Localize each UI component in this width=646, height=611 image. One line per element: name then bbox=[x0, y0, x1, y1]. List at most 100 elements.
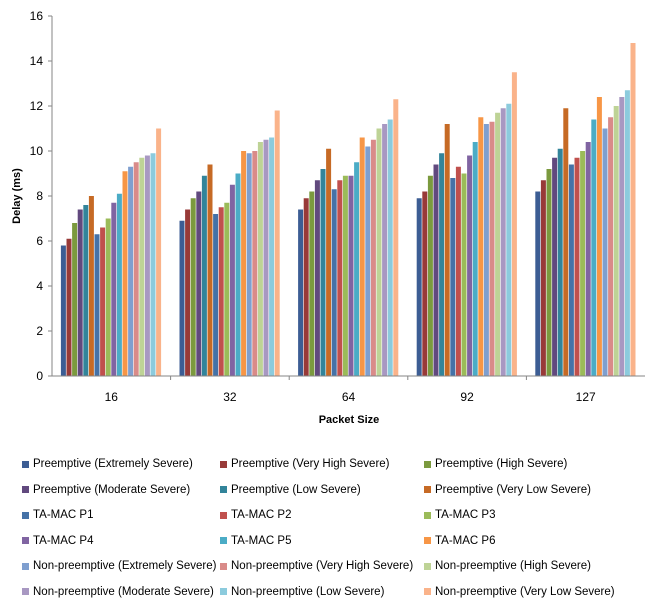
bar bbox=[348, 175, 354, 376]
bar bbox=[213, 214, 219, 376]
legend-swatch bbox=[424, 511, 431, 519]
chart: 0 2 4 6 8 10 12 14 16 16 32 64 92 127 Packet Size De… bbox=[11, 9, 645, 426]
bar bbox=[511, 72, 517, 376]
x-tick-label: 16 bbox=[105, 390, 119, 404]
bar bbox=[309, 191, 315, 376]
bar bbox=[382, 124, 388, 376]
legend-swatch bbox=[424, 486, 431, 493]
bar bbox=[467, 155, 473, 376]
bar bbox=[546, 169, 552, 376]
x-axis-title: Packet Size bbox=[319, 414, 380, 426]
bar bbox=[574, 157, 580, 376]
bar bbox=[128, 166, 134, 376]
legend-label: TA-MAC P5 bbox=[231, 534, 292, 547]
y-tick-label: 8 bbox=[36, 189, 43, 203]
y-tick-label: 16 bbox=[30, 9, 44, 23]
bar bbox=[500, 108, 506, 376]
bar bbox=[376, 128, 382, 376]
bar bbox=[94, 234, 100, 376]
legend-swatch bbox=[424, 588, 431, 595]
bars bbox=[60, 43, 636, 376]
x-tick-label: 127 bbox=[576, 390, 596, 404]
legend-label: Non-preemptive (Extremely Severe) bbox=[33, 560, 217, 572]
legend-item: TA-MAC P3 bbox=[424, 506, 496, 524]
bar bbox=[218, 207, 224, 376]
x-tick-label: 32 bbox=[223, 390, 237, 404]
bar bbox=[303, 198, 309, 376]
legend-label: TA-MAC P4 bbox=[33, 534, 94, 547]
bar bbox=[88, 196, 94, 376]
bar bbox=[557, 148, 563, 376]
legend-item: Non-preemptive (Very High Severe) bbox=[220, 557, 413, 575]
bar bbox=[100, 227, 106, 376]
legend-label: Preemptive (Low Severe) bbox=[231, 483, 361, 496]
legend-swatch bbox=[22, 486, 29, 493]
legend-label: Preemptive (Extremely Severe) bbox=[33, 458, 193, 470]
legend-label: Preemptive (Moderate Severe) bbox=[33, 483, 191, 496]
legend-item: Non-preemptive (Low Severe) bbox=[220, 583, 384, 601]
x-axis-ticks: 16 32 64 92 127 bbox=[105, 376, 596, 404]
bar bbox=[359, 137, 365, 376]
bar bbox=[427, 175, 433, 376]
bar bbox=[139, 157, 145, 376]
legend-swatch bbox=[220, 537, 227, 544]
bar bbox=[596, 97, 602, 376]
legend-item: Preemptive (Very Low Severe) bbox=[424, 481, 591, 499]
bar bbox=[72, 223, 78, 376]
bar bbox=[342, 175, 348, 376]
legend-swatch bbox=[220, 562, 227, 570]
legend-swatch bbox=[220, 511, 227, 519]
bar bbox=[196, 191, 202, 376]
bar bbox=[478, 117, 484, 376]
y-tick-label: 2 bbox=[36, 324, 43, 338]
legend-item: Preemptive (Extremely Severe) bbox=[22, 455, 193, 473]
bar bbox=[179, 220, 185, 376]
bar bbox=[201, 175, 207, 376]
bar bbox=[393, 99, 399, 376]
bar bbox=[422, 191, 428, 376]
legend-item: Non-preemptive (Very Low Severe) bbox=[424, 583, 615, 601]
bar bbox=[354, 162, 360, 376]
bar bbox=[337, 180, 343, 376]
bar bbox=[314, 180, 320, 376]
legend-item: Non-preemptive (High Severe) bbox=[424, 557, 591, 575]
bar bbox=[252, 151, 258, 376]
bar bbox=[472, 142, 478, 376]
bar bbox=[540, 180, 546, 376]
legend-label: TA-MAC P1 bbox=[33, 509, 94, 521]
legend-swatch bbox=[22, 537, 29, 544]
y-axis-ticks: 0 2 4 6 8 10 12 14 16 bbox=[30, 9, 52, 383]
legend-label: Non-preemptive (Low Severe) bbox=[231, 585, 385, 598]
legend-swatch bbox=[22, 460, 29, 468]
bar bbox=[624, 90, 630, 376]
bar bbox=[185, 209, 191, 376]
bar bbox=[105, 218, 111, 376]
legend-item: Preemptive (Low Severe) bbox=[220, 481, 361, 499]
bar bbox=[229, 184, 235, 376]
bar bbox=[552, 157, 558, 376]
legend-label: Non-preemptive (Very High Severe) bbox=[231, 560, 414, 572]
legend-label: Preemptive (Very High Severe) bbox=[231, 458, 390, 470]
legend-swatch bbox=[22, 588, 29, 595]
bar bbox=[298, 209, 304, 376]
bar bbox=[602, 128, 608, 376]
legend-swatch bbox=[220, 460, 227, 468]
bar bbox=[568, 164, 574, 376]
bar bbox=[619, 97, 625, 376]
legend-swatch bbox=[424, 460, 431, 468]
legend-item: Preemptive (High Severe) bbox=[424, 455, 567, 473]
bar bbox=[83, 205, 89, 376]
bar bbox=[331, 189, 337, 376]
legend-item: Non-preemptive (Moderate Severe) bbox=[22, 583, 214, 601]
legend-label: Non-preemptive (High Severe) bbox=[435, 560, 591, 572]
bar bbox=[416, 198, 422, 376]
bar bbox=[439, 153, 445, 376]
legend: Preemptive (Extremely Severe) Preemptive … bbox=[0, 452, 646, 611]
legend-swatch bbox=[424, 562, 431, 570]
bar bbox=[585, 142, 591, 376]
y-tick-label: 12 bbox=[30, 99, 44, 113]
bar bbox=[235, 173, 241, 376]
bar bbox=[246, 153, 252, 376]
bar bbox=[495, 112, 501, 376]
legend-label: Non-preemptive (Very Low Severe) bbox=[435, 585, 615, 598]
